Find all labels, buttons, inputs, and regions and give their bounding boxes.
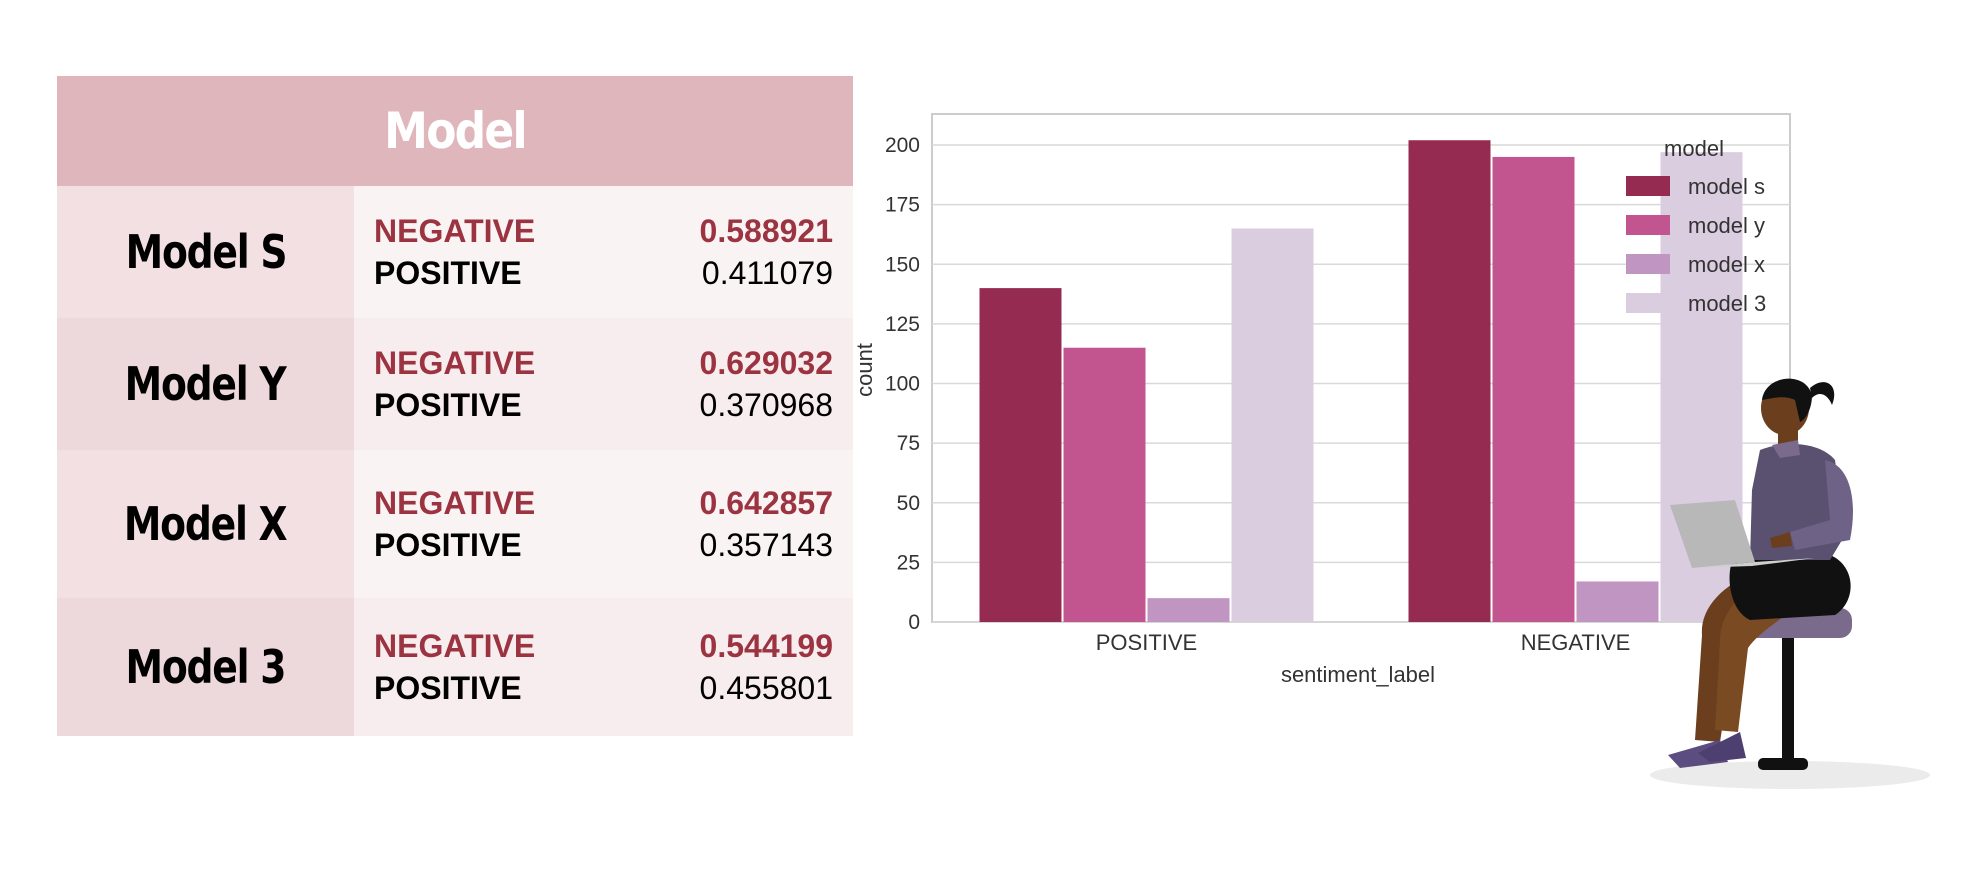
table-row: Model X NEGATIVE 0.642857 POSITIVE 0.35714… — [57, 450, 853, 598]
positive-label: POSITIVE — [374, 387, 522, 423]
legend: model model s model y model x model 3 — [1626, 136, 1766, 316]
y-tick-label: 50 — [897, 492, 920, 515]
x-tick-label: NEGATIVE — [1521, 630, 1631, 655]
negative-label: NEGATIVE — [374, 345, 536, 381]
y-tick-label: 75 — [897, 432, 920, 455]
x-axis-label: sentiment_label — [1281, 662, 1435, 687]
table-header: Model — [57, 76, 853, 186]
row-values: NEGATIVE 0.629032 POSITIVE 0.370968 — [354, 318, 853, 450]
bar-model-3-positive — [1231, 228, 1314, 622]
bar-model-x-negative — [1576, 581, 1659, 622]
negative-label: NEGATIVE — [374, 485, 536, 521]
y-tick-label: 0 — [908, 611, 920, 634]
bar-model-y-positive — [1063, 347, 1146, 622]
positive-label: POSITIVE — [374, 527, 522, 563]
legend-swatch — [1626, 215, 1670, 235]
legend-label: model x — [1688, 252, 1765, 277]
y-axis-label: count — [852, 343, 877, 397]
bar-model-y-negative — [1492, 156, 1575, 623]
legend-label: model y — [1688, 213, 1765, 238]
negative-value: 0.544199 — [699, 628, 833, 664]
table-row: Model S NEGATIVE 0.588921 POSITIVE 0.41107… — [57, 186, 853, 318]
model-proportion-table: Model Model S NEGATIVE 0.588921 POSITIVE 0… — [57, 76, 853, 736]
negative-label: NEGATIVE — [374, 213, 536, 249]
row-values: NEGATIVE 0.588921 POSITIVE 0.411079 — [354, 186, 853, 318]
y-tick-label: 100 — [885, 373, 920, 396]
legend-title: model — [1664, 136, 1724, 161]
bars — [979, 140, 1743, 623]
negative-value: 0.642857 — [699, 485, 833, 521]
y-tick-label: 125 — [885, 313, 920, 336]
bar-model-s-negative — [1408, 140, 1491, 622]
negative-value: 0.588921 — [699, 213, 833, 249]
legend-swatch — [1626, 293, 1670, 313]
negative-label: NEGATIVE — [374, 628, 536, 664]
y-tick-label: 25 — [897, 551, 920, 574]
positive-value: 0.357143 — [699, 527, 833, 563]
person-with-laptop-illustration — [1650, 378, 1930, 789]
legend-label: model s — [1688, 174, 1765, 199]
y-tick-label: 175 — [885, 194, 920, 217]
table-row: Model 3 NEGATIVE 0.544199 POSITIVE 0.45580… — [57, 598, 853, 736]
row-values: NEGATIVE 0.544199 POSITIVE 0.455801 — [354, 598, 853, 736]
row-values: NEGATIVE 0.642857 POSITIVE 0.357143 — [354, 450, 853, 598]
legend-label: model 3 — [1688, 291, 1766, 316]
row-model-name: Model Y — [57, 318, 354, 450]
x-tick-label: POSITIVE — [1096, 630, 1197, 655]
positive-value: 0.370968 — [699, 387, 833, 423]
bar-model-s-positive — [979, 288, 1062, 622]
table-header-title: Model — [104, 76, 806, 186]
row-model-name: Model S — [57, 186, 354, 318]
positive-label: POSITIVE — [374, 255, 522, 291]
positive-label: POSITIVE — [374, 670, 522, 706]
x-tick-labels: POSITIVE NEGATIVE — [1096, 630, 1631, 655]
legend-swatch — [1626, 176, 1670, 196]
negative-value: 0.629032 — [699, 345, 833, 381]
positive-value: 0.411079 — [701, 255, 833, 291]
positive-value: 0.455801 — [699, 670, 833, 706]
table-row: Model Y NEGATIVE 0.629032 POSITIVE 0.37096… — [57, 318, 853, 450]
bar-model-x-positive — [1147, 598, 1230, 622]
row-model-name: Model X — [57, 450, 354, 598]
y-tick-label: 150 — [885, 253, 920, 276]
y-tick-labels: 0 25 50 75 100 125 150 175 200 — [885, 134, 920, 634]
legend-swatch — [1626, 254, 1670, 274]
y-tick-label: 200 — [885, 134, 920, 157]
row-model-name: Model 3 — [57, 598, 354, 736]
